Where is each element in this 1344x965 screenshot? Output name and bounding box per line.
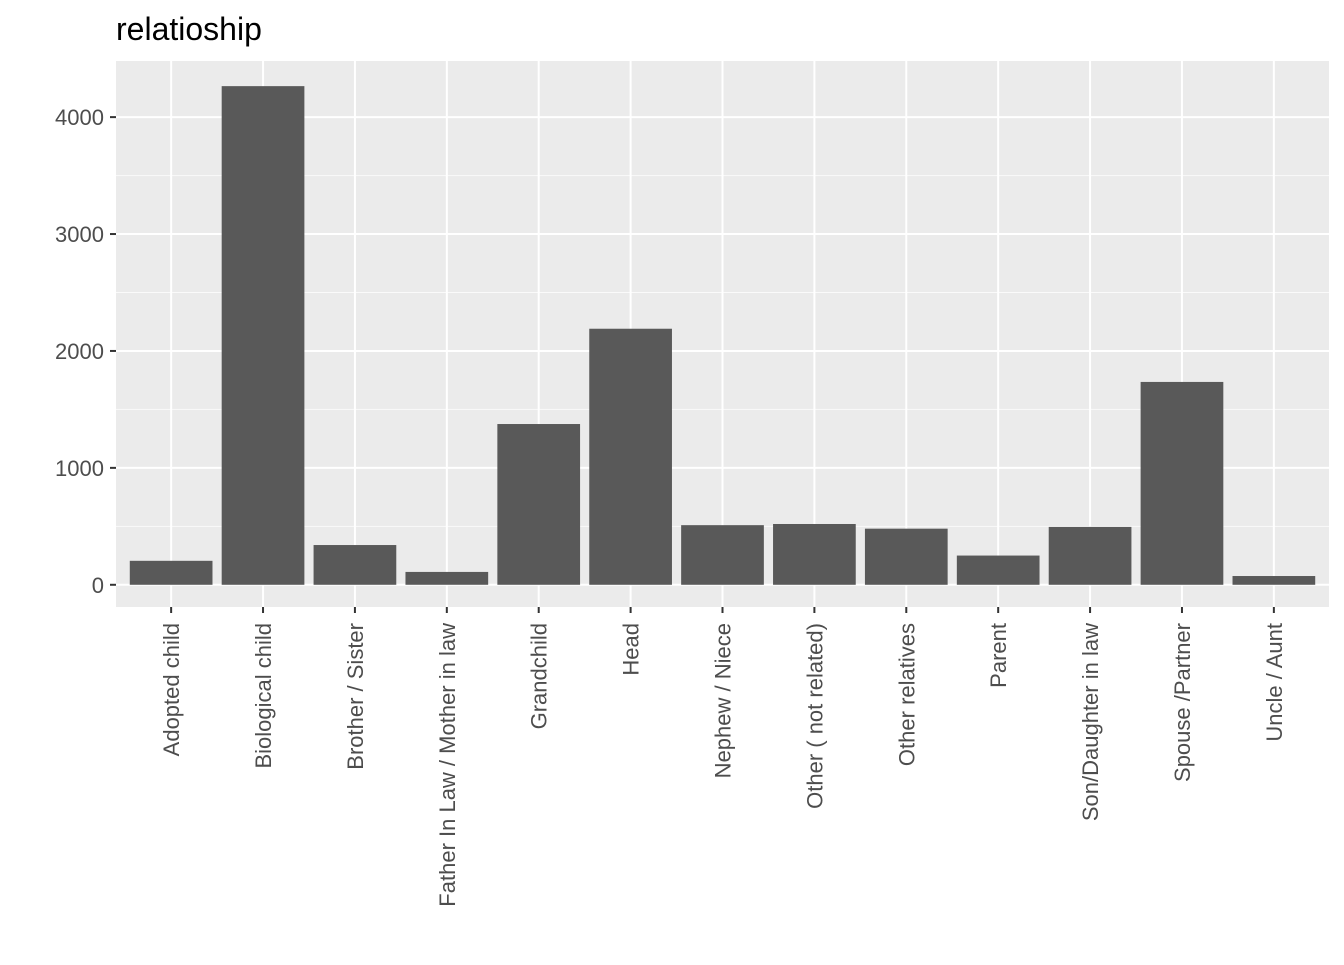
bar (1048, 526, 1132, 585)
bar (497, 424, 581, 585)
x-tick-label: Biological child (251, 623, 276, 769)
bars (129, 86, 1316, 585)
y-tick-label: 2000 (55, 339, 104, 364)
x-tick-label: Brother / Sister (343, 623, 368, 770)
x-tick-label: Other ( not related) (802, 623, 827, 809)
x-tick-label: Grandchild (527, 623, 552, 729)
bar (864, 528, 948, 585)
x-tick-label: Son/Daughter in law (1078, 623, 1103, 821)
y-tick-label: 0 (92, 573, 104, 598)
bar (129, 560, 213, 585)
chart-title: relatioship (116, 11, 262, 47)
x-tick-label: Nephew / Niece (711, 623, 736, 778)
bar (1232, 576, 1316, 585)
bar (589, 328, 672, 585)
x-tick-label: Other relatives (894, 623, 919, 766)
bar (221, 86, 305, 585)
bar (956, 555, 1040, 585)
bar (405, 571, 489, 585)
y-tick-label: 3000 (55, 222, 104, 247)
x-tick-label: Father In Law / Mother in law (435, 623, 460, 907)
x-tick-label: Adopted child (159, 623, 184, 756)
x-tick-label: Spouse /Partner (1170, 623, 1195, 782)
bar (681, 525, 764, 585)
x-tick-label: Uncle / Aunt (1262, 623, 1287, 742)
y-tick-label: 1000 (55, 456, 104, 481)
y-tick-label: 4000 (55, 105, 104, 130)
y-axis: 0 1000 2000 3000 4000 (55, 105, 116, 598)
x-axis: Adopted child Biological child Brother / S… (159, 607, 1287, 907)
x-tick-label: Parent (986, 623, 1011, 688)
x-tick-label: Head (619, 623, 644, 676)
bar (1140, 381, 1224, 585)
bar (773, 523, 856, 585)
bar (313, 545, 397, 585)
